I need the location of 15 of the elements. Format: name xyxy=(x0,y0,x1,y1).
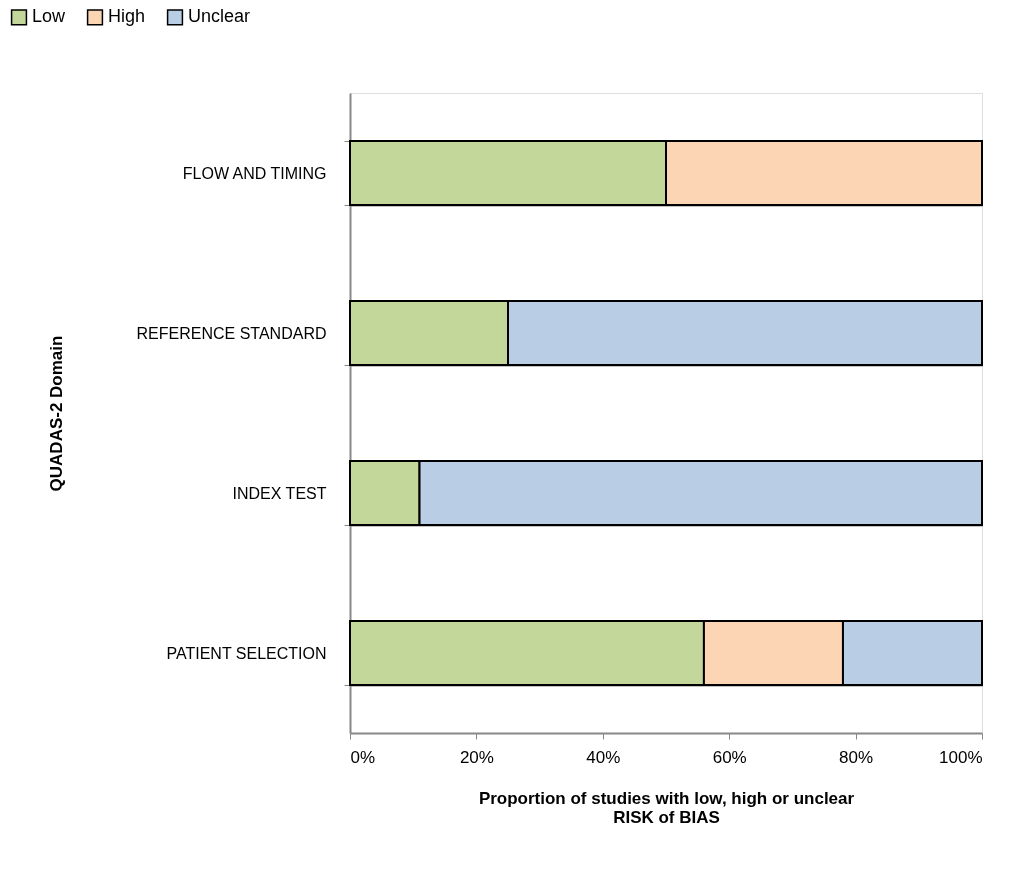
y-axis-title: QUADAS-2 Domain xyxy=(46,335,66,492)
x-tick-label: 80% xyxy=(839,747,874,767)
y-tick-label: FLOW AND TIMING xyxy=(182,164,327,182)
x-tick-label: 20% xyxy=(459,747,494,767)
legend-label: Low xyxy=(32,6,67,27)
x-tick-label: 100% xyxy=(939,747,983,767)
x-tick-label: 0% xyxy=(350,747,376,767)
legend-label: Unclear xyxy=(188,6,251,27)
y-tick-label: PATIENT SELECTION xyxy=(166,644,327,662)
legend-label: High xyxy=(108,6,146,27)
x-tick-label: 40% xyxy=(586,747,621,767)
x-axis-title: Proportion of studies with low, high or unclear RISK of BIAS xyxy=(478,788,855,827)
y-tick-label: REFERENCE STANDARD xyxy=(136,324,327,342)
x-tick-label: 60% xyxy=(712,747,747,767)
y-tick-label: INDEX TEST xyxy=(232,484,327,502)
